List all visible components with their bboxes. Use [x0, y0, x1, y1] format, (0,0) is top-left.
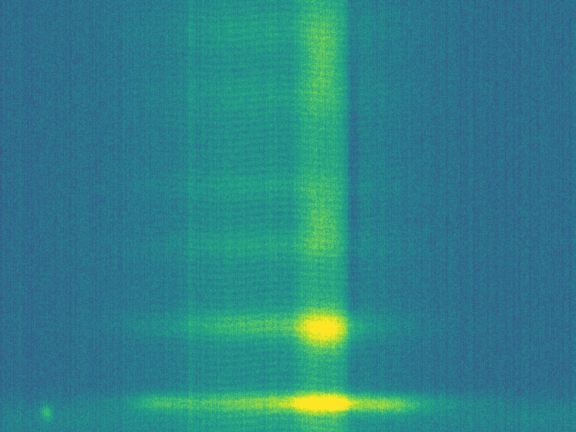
spectrogram-canvas: [0, 0, 576, 432]
spectrogram-image: [0, 0, 576, 432]
